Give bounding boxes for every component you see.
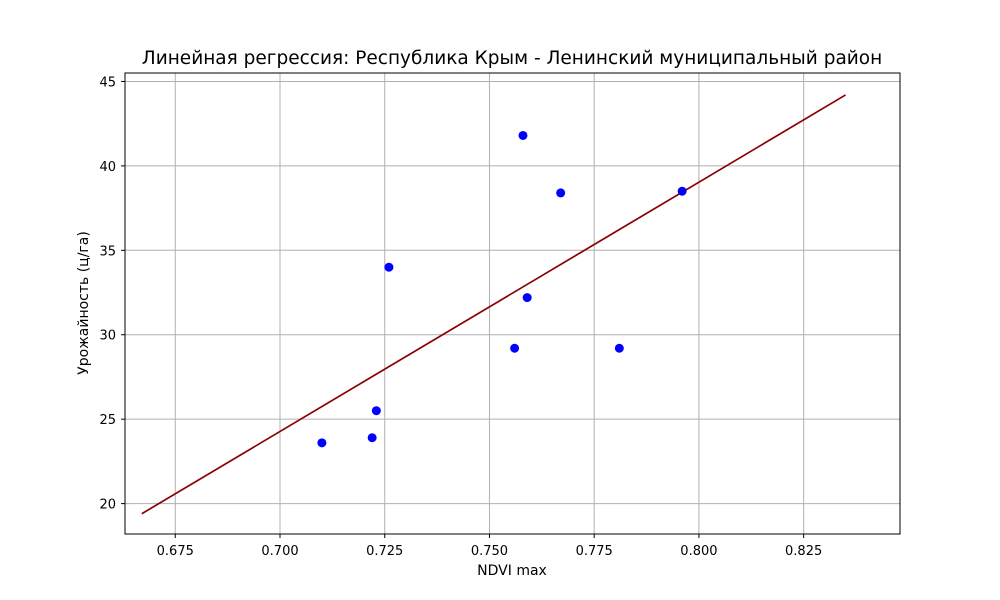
scatter-point (510, 343, 520, 353)
x-tick-label: 0.800 (680, 544, 717, 559)
x-tick-label: 0.750 (471, 544, 508, 559)
scatter-point (614, 343, 624, 353)
regression-line (141, 94, 846, 515)
scatter-point (556, 188, 566, 198)
scatter-point (367, 433, 377, 443)
x-axis: 0.675 0.700 0.725 0.750 0.775 0.800 0.825 (157, 534, 822, 559)
y-tick-label: 20 (99, 498, 116, 513)
scatter-point (518, 130, 528, 140)
y-axis: 20 25 30 35 40 45 (99, 75, 125, 513)
y-tick-label: 25 (99, 413, 116, 428)
scatter-point (317, 438, 327, 448)
scatter-points-layer (317, 130, 687, 448)
x-tick-label: 0.775 (576, 544, 613, 559)
y-tick-label: 40 (99, 160, 116, 175)
x-tick-label: 0.700 (261, 544, 298, 559)
chart-title: Линейная регрессия: Республика Крым - Ле… (142, 48, 882, 69)
regression-line-layer (141, 94, 846, 515)
y-tick-label: 35 (99, 244, 116, 259)
x-tick-label: 0.825 (785, 544, 822, 559)
scatter-point (371, 406, 381, 416)
x-tick-label: 0.725 (366, 544, 403, 559)
scatter-point (384, 262, 394, 272)
grid (125, 73, 900, 534)
x-tick-label: 0.675 (157, 544, 194, 559)
scatter-point (677, 186, 687, 196)
plot-frame (124, 72, 901, 535)
y-axis-label: Урожайность (ц/га) (76, 231, 92, 375)
y-tick-label: 30 (99, 329, 116, 344)
x-axis-label: NDVI max (477, 563, 547, 579)
y-tick-label: 45 (99, 75, 116, 90)
scatter-point (522, 293, 532, 303)
